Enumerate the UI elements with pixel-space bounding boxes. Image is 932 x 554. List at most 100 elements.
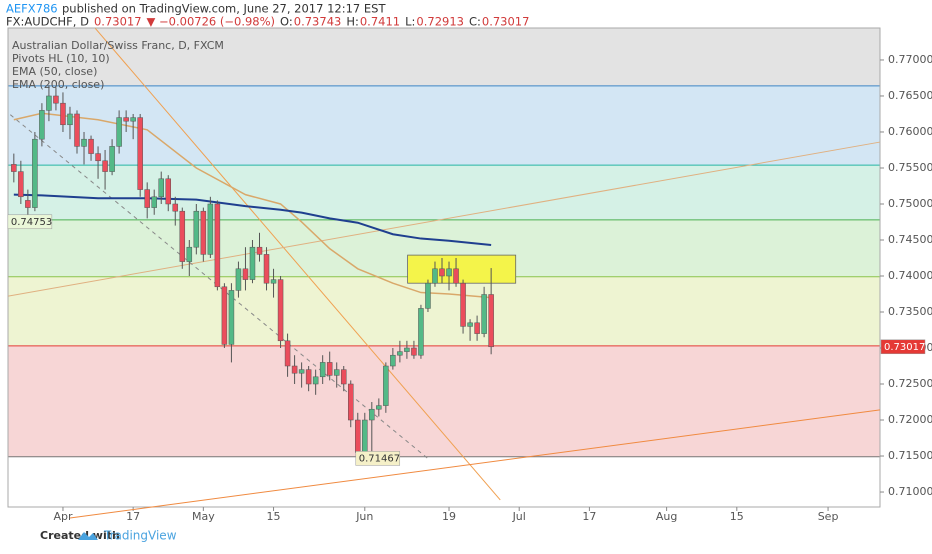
candle-body (460, 282, 466, 327)
legend-entry: EMA (200, close) (12, 78, 104, 91)
candle-body (46, 95, 52, 111)
candle (277, 275, 284, 349)
header-item: 0.73017 (482, 15, 530, 29)
candle (481, 286, 487, 338)
candle-body (277, 279, 284, 342)
candle-body (284, 340, 291, 367)
candle (263, 247, 270, 291)
candle-body (186, 246, 193, 262)
candle-body (404, 347, 410, 352)
candle-body (242, 268, 249, 280)
ema-line (13, 193, 492, 247)
candle (193, 203, 200, 255)
candle (249, 239, 256, 284)
candle-body (355, 419, 361, 453)
x-tick-label: May (192, 510, 215, 523)
candle (347, 380, 354, 428)
header-item: L: (405, 15, 415, 29)
logo (78, 532, 98, 540)
x-tick-label: 17 (582, 510, 596, 523)
candle-body (425, 282, 431, 309)
y-tick-label: 0.75500 (888, 161, 932, 174)
candle-body (109, 146, 115, 172)
candle-body (347, 383, 354, 421)
candle-body (193, 210, 200, 248)
published: published on TradingView.com, June 27, 2… (62, 2, 386, 16)
candle (39, 103, 45, 147)
candle-body (390, 354, 396, 367)
candle-body (137, 117, 143, 190)
candle-body (221, 286, 228, 345)
candle (383, 362, 389, 413)
header-item: 0.73743 (294, 15, 342, 29)
ema-line (13, 112, 492, 299)
publisher[interactable]: AEFX786 (6, 2, 58, 16)
candle-body (165, 178, 171, 205)
candle-body (102, 160, 108, 172)
zone (8, 85, 880, 166)
candle (186, 239, 193, 276)
candle (369, 402, 375, 457)
candle-body (95, 153, 101, 162)
candle (411, 340, 417, 359)
candle (291, 355, 298, 385)
candle (474, 315, 480, 341)
candle (144, 182, 150, 219)
candle-body (207, 203, 214, 255)
candle (270, 268, 277, 298)
candle (81, 131, 87, 165)
price-tag: 0.73017 (884, 342, 925, 353)
zone (8, 276, 880, 346)
candle (207, 196, 214, 258)
candle (467, 319, 473, 341)
candle (46, 85, 52, 122)
candle (200, 207, 207, 262)
legend-entry: Pivots HL (10, 10) (12, 52, 110, 65)
candle-body (270, 279, 277, 284)
candle-body (235, 268, 242, 291)
header-item: C: (469, 15, 481, 29)
candle-body (67, 113, 73, 126)
low-label: 0.74753 (11, 217, 52, 228)
candle (326, 351, 333, 381)
candle (418, 304, 424, 359)
candle (137, 113, 143, 197)
candle-body (474, 322, 480, 334)
candle (460, 279, 466, 334)
candle (404, 340, 410, 359)
candle-body (116, 117, 122, 147)
candle-body (481, 294, 487, 334)
legend-entry: Australian Dollar/Swiss Franc, D, FXCM (12, 39, 224, 52)
candle (221, 283, 228, 349)
y-tick-label: 0.76000 (888, 125, 932, 138)
candle-body (291, 365, 298, 374)
candle-body (214, 203, 221, 288)
candle-body (340, 369, 347, 385)
candle (242, 247, 249, 291)
highlight-box (407, 254, 517, 284)
candle-body (397, 351, 403, 356)
plot: 0.710000.715000.720000.725000.730000.735… (7, 27, 932, 523)
header-item: H: (346, 15, 359, 29)
candle-body (312, 376, 319, 385)
low-label-bg (355, 451, 401, 466)
candle-body (179, 210, 186, 262)
candle (102, 149, 108, 190)
footer-brand[interactable]: TradingView (103, 529, 177, 543)
candle-body (326, 362, 333, 376)
candle (439, 257, 445, 284)
candle-body (439, 268, 445, 277)
candle (312, 369, 319, 395)
candle (67, 106, 73, 140)
candle (88, 135, 94, 161)
candle-body (123, 117, 129, 122)
candle-body (446, 268, 452, 277)
candle-body (11, 164, 17, 172)
candle (256, 232, 263, 262)
footer-created: Created with (40, 529, 120, 542)
candle-body (488, 294, 494, 348)
symbol-line: FX:AUDCHF, D 0.73017 ▼ −0.00726 (−0.98%) O:… (6, 15, 529, 29)
candle-body (432, 268, 438, 284)
candle (446, 261, 452, 291)
